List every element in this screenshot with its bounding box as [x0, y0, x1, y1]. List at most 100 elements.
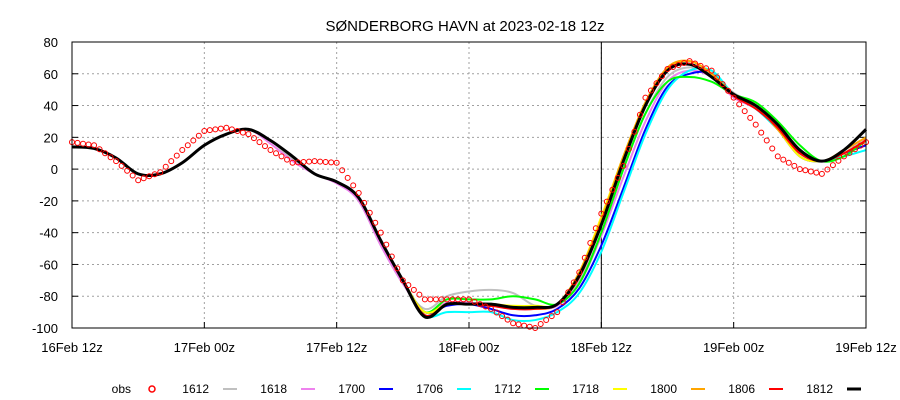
obs-point — [851, 146, 858, 153]
obs-point — [466, 296, 472, 303]
obs-point — [625, 145, 632, 152]
legend-label: obs — [112, 382, 131, 396]
legend-item-1718: 1718 — [572, 382, 627, 396]
obs-point — [835, 157, 842, 164]
obs-point — [80, 140, 87, 147]
obs-point — [206, 127, 213, 134]
obs-point — [372, 219, 379, 226]
obs-point — [212, 126, 219, 133]
obs-point — [769, 145, 776, 152]
obs-point — [234, 127, 241, 134]
obs-point — [796, 166, 803, 173]
y-tick-label: -60 — [39, 257, 58, 272]
obs-point — [201, 127, 208, 134]
legend-label: 1800 — [650, 382, 677, 396]
obs-point — [399, 277, 406, 284]
legend-item-1612: 1612 — [182, 382, 237, 396]
obs-point — [598, 210, 605, 217]
obs-point — [333, 159, 340, 166]
obs-point — [85, 141, 92, 148]
obs-point — [818, 170, 825, 177]
legend-label: 1712 — [494, 382, 521, 396]
obs-point — [537, 321, 544, 328]
obs-point — [239, 129, 246, 136]
obs-point — [124, 167, 131, 174]
obs-point — [636, 111, 643, 118]
obs-point — [488, 305, 495, 312]
obs-point — [543, 317, 550, 324]
obs-point — [322, 158, 329, 165]
legend-item-1618: 1618 — [260, 382, 315, 396]
legend-item-1712: 1712 — [494, 382, 549, 396]
obs-point — [829, 162, 836, 169]
obs-point — [261, 143, 268, 150]
obs-point — [526, 323, 533, 330]
y-tick-label: 40 — [44, 99, 58, 114]
legend-label: 1706 — [416, 382, 443, 396]
y-tick-label: 0 — [51, 162, 58, 177]
obs-point — [482, 303, 489, 310]
obs-point — [620, 162, 627, 169]
obs-point — [614, 174, 621, 181]
obs-point — [647, 87, 654, 94]
legend-label: 1812 — [806, 382, 833, 396]
obs-point — [763, 137, 770, 144]
obs-point — [477, 301, 484, 308]
x-tick-label: 18Feb 12z — [571, 340, 632, 355]
obs-point — [432, 296, 439, 303]
y-tick-label: 60 — [44, 67, 58, 82]
obs-point — [350, 182, 357, 189]
obs-point — [179, 147, 186, 154]
obs-point — [813, 169, 820, 176]
x-tick-label: 18Feb 00z — [438, 340, 499, 355]
legend-item-1812: 1812 — [806, 382, 861, 396]
obs-point — [245, 131, 252, 138]
y-tick-label: -100 — [32, 321, 58, 336]
obs-point — [730, 94, 737, 101]
x-tick-label: 17Feb 12z — [306, 340, 367, 355]
obs-point — [791, 162, 798, 169]
obs-point — [91, 142, 98, 149]
x-axis: 16Feb 12z 17Feb 00z 17Feb 12z 18Feb 00z 18Fe… — [41, 322, 897, 355]
obs-point — [151, 171, 158, 178]
obs-point — [631, 128, 638, 135]
legend-item-1706: 1706 — [416, 382, 471, 396]
y-axis: 80 60 40 20 0 -20 -40 -60 -80 -100 — [32, 35, 866, 336]
obs-point — [714, 74, 721, 81]
obs-point — [692, 60, 699, 67]
obs-point — [460, 296, 467, 303]
obs-point — [752, 121, 759, 128]
obs-point — [278, 153, 285, 160]
obs-point — [157, 169, 164, 176]
obs-point — [295, 159, 302, 166]
obs-point — [383, 241, 390, 248]
obs-point — [421, 296, 428, 303]
obs-point — [725, 87, 732, 94]
obs-point — [747, 114, 754, 121]
series-line-1812 — [71, 62, 868, 320]
obs-point — [74, 139, 81, 146]
obs-point — [361, 199, 368, 206]
obs-point — [339, 167, 346, 174]
obs-point — [609, 186, 616, 193]
obs-point — [228, 126, 235, 133]
obs-point — [493, 309, 500, 316]
obs-point — [184, 142, 191, 149]
obs-point — [576, 269, 583, 276]
obs-point — [454, 296, 461, 303]
obs-point — [471, 298, 478, 305]
obs-point — [510, 320, 517, 327]
obs-point — [96, 146, 103, 153]
y-tick-label: -80 — [39, 289, 58, 304]
y-tick-label: -20 — [39, 194, 58, 209]
obs-point — [521, 322, 528, 329]
obs-point — [758, 129, 765, 136]
obs-point — [681, 60, 688, 67]
obs-point — [592, 225, 599, 232]
obs-point — [113, 158, 120, 165]
obs-point — [410, 286, 417, 293]
obs-point — [289, 159, 296, 166]
obs-point — [824, 166, 831, 173]
obs-point — [118, 162, 125, 169]
obs-point — [250, 135, 257, 142]
